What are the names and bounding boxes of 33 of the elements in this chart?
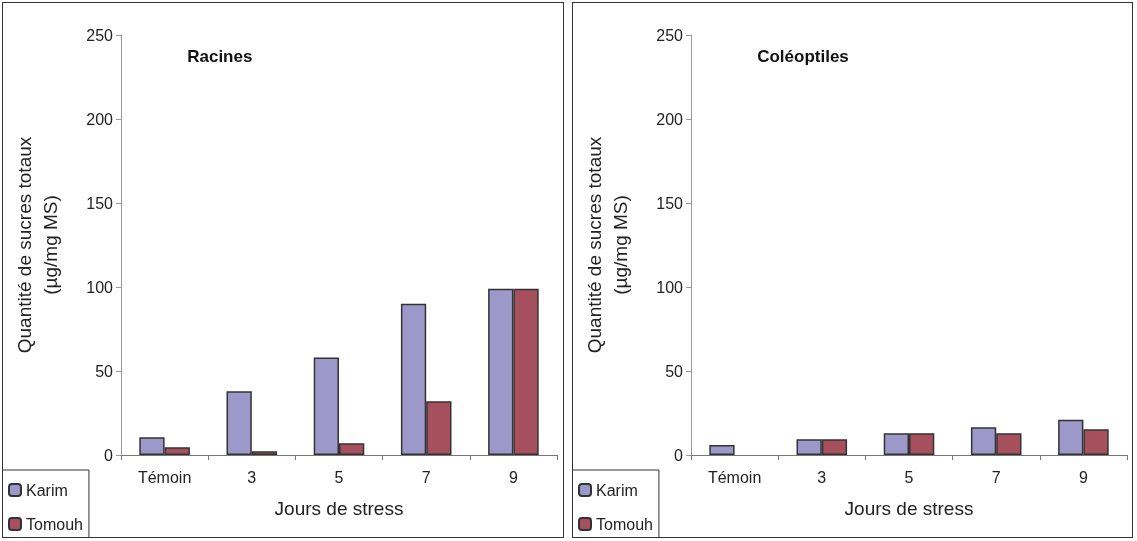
- y-tick-label: 250: [86, 26, 114, 44]
- x-tick-label: 3: [816, 468, 826, 486]
- x-axis-title: Jours de stress: [274, 498, 404, 519]
- x-axis-title: Jours de stress: [844, 498, 973, 519]
- text: Coléoptiles: [756, 47, 849, 66]
- y-tick-label: 150: [86, 194, 114, 212]
- y-tick-label: 50: [664, 362, 683, 380]
- x-tick-label: Témoin: [137, 468, 192, 486]
- x-tick-label: Témoin: [707, 468, 761, 486]
- x-tick-label: 5: [904, 468, 914, 486]
- y-tick-label: 250: [655, 26, 683, 44]
- y-axis-title: Quantité de sucres totaux (µg/mg MS): [583, 136, 630, 354]
- x-tick-label: 3: [247, 468, 257, 486]
- x-tick-label: 7: [991, 468, 1001, 486]
- y-tick-label: 200: [86, 110, 114, 128]
- bar: [708, 444, 735, 455]
- y-tick-label: 100: [655, 278, 683, 296]
- x-tick-label: 7: [421, 468, 431, 486]
- y-tick-label: 150: [655, 194, 683, 212]
- legend-label: Tomouh: [595, 515, 653, 533]
- legend-label: Tomouh: [26, 515, 83, 533]
- y-tick-label: 50: [95, 362, 114, 380]
- y-tick-label: 0: [673, 446, 683, 464]
- legend-label: Karim: [595, 481, 638, 499]
- y-axis-title: Quantité de sucres totaux (µg/mg MS): [13, 136, 61, 354]
- text: Racines: [187, 47, 253, 66]
- y-tick-label: 200: [655, 110, 683, 128]
- legend-label: Karim: [26, 481, 68, 499]
- y-tick-label: 0: [104, 446, 114, 464]
- x-tick-label: 9: [508, 468, 518, 486]
- x-tick-label: 9: [1078, 468, 1088, 486]
- y-tick-label: 100: [86, 278, 114, 296]
- x-tick-label: 5: [334, 468, 344, 486]
